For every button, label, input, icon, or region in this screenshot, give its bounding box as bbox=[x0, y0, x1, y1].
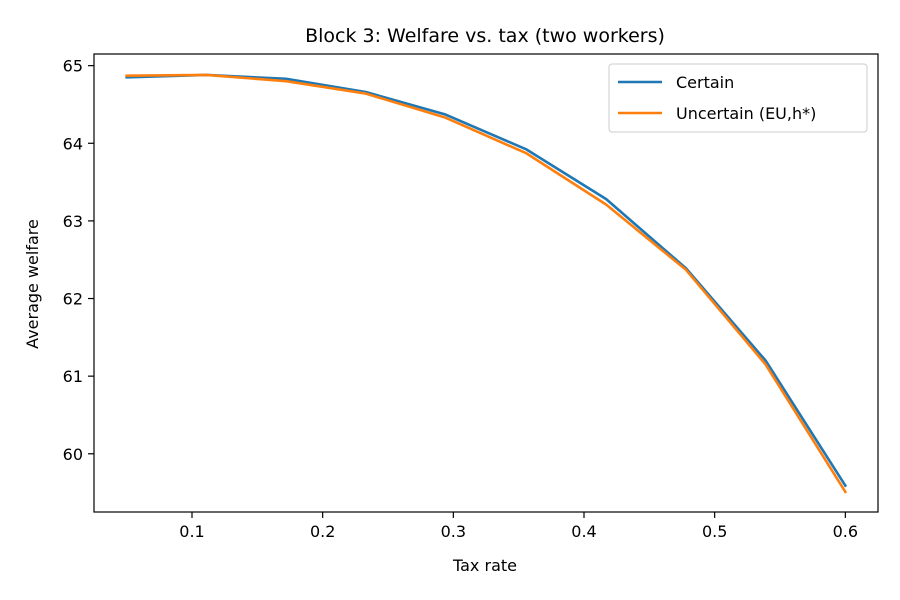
x-tick-label: 0.5 bbox=[702, 522, 727, 541]
plot-area bbox=[125, 73, 848, 494]
y-tick-label: 62 bbox=[63, 290, 83, 309]
x-tick-label: 0.1 bbox=[179, 522, 204, 541]
x-axis-label: Tax rate bbox=[452, 556, 517, 575]
legend-label-1: Certain bbox=[676, 73, 734, 92]
y-tick-label: 60 bbox=[63, 445, 83, 464]
x-tick-label: 0.4 bbox=[571, 522, 596, 541]
chart-title: Block 3: Welfare vs. tax (two workers) bbox=[305, 25, 665, 47]
legend-box bbox=[608, 63, 868, 133]
y-axis-label: Average welfare bbox=[23, 219, 42, 349]
y-tick-label: 61 bbox=[63, 367, 83, 386]
x-tick-label: 0.6 bbox=[833, 522, 858, 541]
x-tick-label: 0.3 bbox=[441, 522, 466, 541]
legend-label-2: Uncertain (EU,h*) bbox=[676, 104, 816, 123]
y-tick-label: 65 bbox=[63, 57, 83, 76]
x-tick-label: 0.2 bbox=[310, 522, 335, 541]
axes: 0.1 0.2 0.3 0.4 0.5 0.6 60 61 62 63 64 65 bbox=[63, 53, 879, 541]
series-line-2 bbox=[125, 73, 848, 494]
y-tick-label: 64 bbox=[63, 134, 83, 153]
plot-frame bbox=[93, 53, 879, 513]
y-tick-label: 63 bbox=[63, 212, 83, 231]
legend: Certain Uncertain (EU,h*) bbox=[608, 63, 868, 133]
